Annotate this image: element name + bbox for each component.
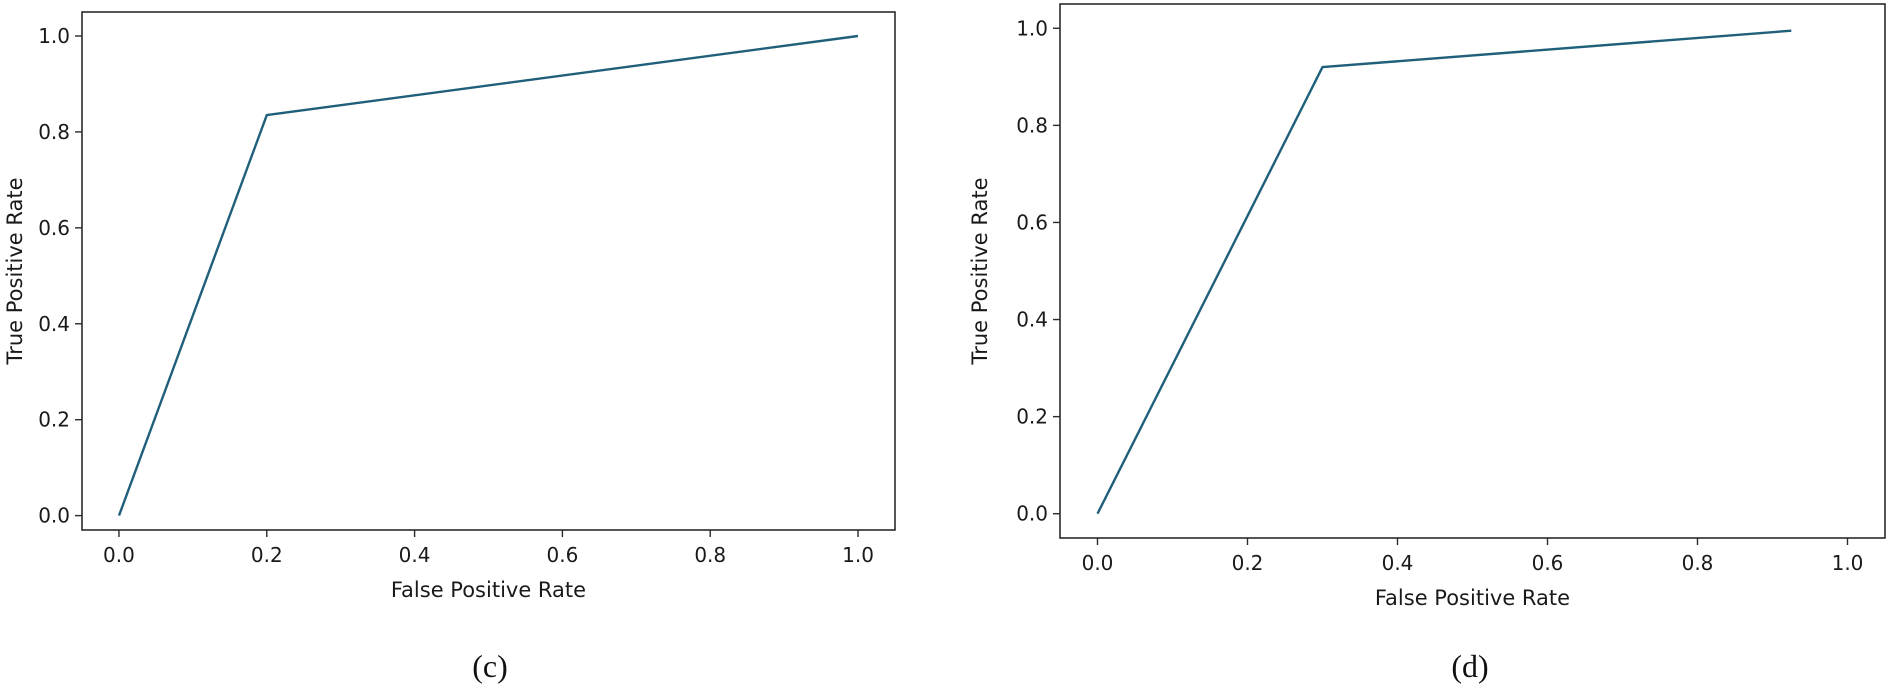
x-tick-label-c-0: 0.0 — [103, 543, 135, 567]
roc-chart-c: 0.0 0.2 0.4 0.6 0.8 1.0 0.0 0.2 0.4 0.6 0.8 1.0 Fa… — [3, 11, 896, 684]
y-tick-label-c-4: 0.8 — [38, 120, 70, 144]
x-tick-label-d-2: 0.4 — [1382, 551, 1414, 575]
y-tick-label-d-0: 0.0 — [1016, 502, 1048, 526]
y-tick-label-d-4: 0.8 — [1016, 113, 1048, 137]
y-tick-label-d-5: 1.0 — [1016, 16, 1048, 40]
x-tick-label-c-1: 0.2 — [251, 543, 283, 567]
y-tick-label-c-2: 0.4 — [38, 312, 70, 336]
roc-curve-d — [1096, 29, 1792, 515]
x-tick-label-d-0: 0.0 — [1082, 551, 1114, 575]
x-tick-label-d-3: 0.6 — [1532, 551, 1564, 575]
roc-chart-d: 0.0 0.2 0.4 0.6 0.8 1.0 0.0 0.2 0.4 0.6 0.8 1.0 Fa… — [968, 3, 1886, 684]
panel-caption-c: (c) — [472, 648, 508, 684]
y-tick-label-d-3: 0.6 — [1016, 210, 1048, 234]
y-tick-label-c-0: 0.0 — [38, 504, 70, 528]
plot-frame-c — [81, 11, 896, 531]
x-tick-label-d-5: 1.0 — [1832, 551, 1864, 575]
x-axis-title-c: False Positive Rate — [391, 578, 586, 602]
x-tick-label-c-5: 1.0 — [842, 543, 874, 567]
y-tick-label-c-1: 0.2 — [38, 408, 70, 432]
x-tick-label-c-3: 0.6 — [547, 543, 579, 567]
y-tick-label-c-3: 0.6 — [38, 216, 70, 240]
panel-caption-d: (d) — [1451, 648, 1488, 684]
x-tick-label-c-2: 0.4 — [399, 543, 431, 567]
y-tick-label-c-5: 1.0 — [38, 24, 70, 48]
y-tick-label-d-1: 0.2 — [1016, 405, 1048, 429]
x-axis-d: 0.0 0.2 0.4 0.6 0.8 1.0 — [1082, 538, 1864, 575]
y-axis-title-d: True Positive Rate — [968, 177, 992, 365]
x-tick-label-c-4: 0.8 — [694, 543, 726, 567]
y-axis-title-c: True Positive Rate — [3, 177, 27, 365]
y-axis-c: 0.0 0.2 0.4 0.6 0.8 1.0 — [38, 24, 82, 528]
plot-frame-d — [1059, 3, 1886, 539]
roc-curve-c — [117, 34, 859, 517]
x-axis-title-d: False Positive Rate — [1375, 586, 1570, 610]
y-axis-d: 0.0 0.2 0.4 0.6 0.8 1.0 — [1016, 16, 1060, 526]
x-tick-label-d-1: 0.2 — [1232, 551, 1264, 575]
x-tick-label-d-4: 0.8 — [1682, 551, 1714, 575]
y-tick-label-d-2: 0.4 — [1016, 308, 1048, 332]
x-axis-c: 0.0 0.2 0.4 0.6 0.8 1.0 — [103, 530, 874, 567]
